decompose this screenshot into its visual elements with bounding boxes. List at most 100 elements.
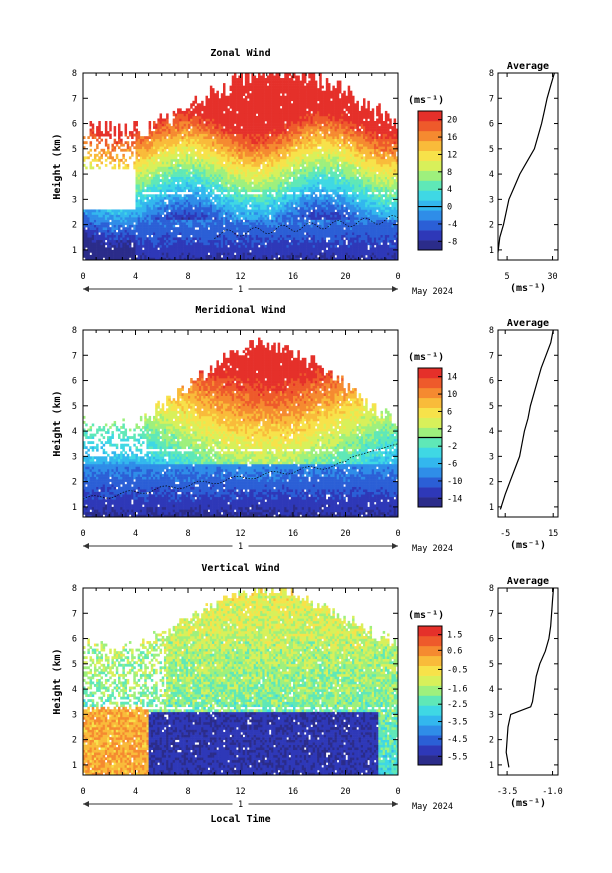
heatmap-cell — [163, 163, 167, 167]
heatmap-cell — [192, 232, 195, 236]
heatmap-cell — [266, 176, 270, 180]
heatmap-cell — [220, 110, 224, 114]
heatmap-cell — [242, 224, 246, 228]
heatmap-cell — [264, 222, 268, 225]
heatmap-cell — [238, 143, 241, 147]
heatmap-cell — [137, 169, 141, 172]
heatmap-cell — [91, 232, 95, 236]
heatmap-cell — [240, 257, 243, 261]
heatmap-cell — [233, 206, 237, 210]
heatmap-cell — [279, 158, 283, 162]
heatmap-cell — [212, 138, 215, 142]
heatmap-cell — [148, 126, 152, 129]
heatmap-cell — [137, 179, 141, 182]
heatmap-cell — [98, 123, 101, 127]
heatmap-cell — [126, 214, 130, 218]
heatmap-cell — [177, 148, 180, 152]
heatmap-cell — [89, 131, 93, 134]
heatmap-cell — [240, 108, 243, 112]
heatmap-cell — [275, 194, 278, 198]
heatmap-cell — [148, 199, 152, 203]
heatmap-cell — [207, 214, 211, 218]
heatmap-cell — [251, 103, 254, 107]
heatmap-cell — [128, 237, 132, 241]
heatmap-cell — [244, 227, 248, 230]
heatmap-cell — [194, 174, 198, 177]
heatmap-cell — [120, 217, 123, 220]
heatmap-cell — [183, 222, 187, 225]
heatmap-cell — [277, 242, 281, 246]
heatmap-cell — [163, 229, 167, 233]
heatmap-cell — [174, 136, 178, 140]
heatmap-cell — [83, 237, 86, 241]
heatmap-cell — [137, 184, 141, 188]
heatmap-cell — [251, 239, 254, 243]
heatmap-cell — [150, 153, 154, 157]
heatmap-cell — [214, 234, 217, 238]
heatmap-cell — [170, 217, 173, 220]
heatmap-cell — [144, 252, 147, 256]
heatmap-cell — [135, 244, 138, 248]
heatmap-cell — [174, 219, 178, 223]
heatmap-cell — [198, 249, 202, 253]
heatmap-cell — [205, 138, 208, 142]
heatmap-cell — [236, 209, 239, 213]
heatmap-cell — [142, 161, 145, 165]
heatmap-cell — [128, 148, 132, 152]
heatmap-cell — [142, 229, 145, 233]
heatmap-cell — [277, 115, 281, 119]
heatmap-cell — [284, 191, 287, 195]
heatmap-cell — [255, 184, 259, 188]
heatmap-cell — [181, 138, 184, 142]
heatmap-cell — [150, 166, 154, 170]
heatmap-cell — [183, 174, 187, 177]
heatmap-cell — [135, 143, 138, 147]
heatmap-cell — [194, 211, 198, 215]
heatmap-cell — [253, 209, 257, 213]
heatmap-cell — [205, 186, 208, 190]
heatmap-cell — [212, 234, 215, 238]
heatmap-cell — [271, 128, 274, 132]
heatmap-cell — [279, 242, 283, 246]
heatmap-cell — [109, 237, 112, 241]
heatmap-cell — [161, 128, 165, 132]
heatmap-cell — [220, 148, 224, 152]
heatmap-cell — [231, 75, 235, 79]
heatmap-cell — [113, 232, 117, 236]
heatmap-cell — [251, 83, 254, 86]
heatmap-cell — [148, 252, 152, 256]
heatmap-cell — [233, 100, 237, 104]
heatmap-cell — [205, 98, 208, 102]
heatmap-cell — [172, 176, 176, 180]
heatmap-cell — [249, 103, 252, 107]
heatmap-cell — [240, 133, 243, 137]
heatmap-cell — [268, 166, 272, 170]
heatmap-cell — [282, 146, 285, 150]
heatmap-cell — [163, 244, 167, 248]
heatmap-cell — [124, 209, 128, 213]
heatmap-cell — [161, 234, 165, 238]
heatmap-cell — [104, 143, 108, 147]
heatmap-cell — [137, 224, 141, 228]
heatmap-cell — [253, 163, 257, 167]
heatmap-cell — [284, 252, 287, 256]
heatmap-cell — [242, 209, 246, 213]
heatmap-cell — [198, 237, 202, 241]
heatmap-cell — [268, 158, 272, 162]
heatmap-cell — [225, 105, 228, 109]
heatmap-cell — [277, 156, 281, 160]
heatmap-cell — [203, 181, 206, 185]
heatmap-cell — [205, 113, 208, 117]
heatmap-cell — [115, 153, 119, 157]
heatmap-cell — [231, 158, 235, 162]
heatmap-cell — [98, 219, 101, 223]
heatmap-cell — [190, 113, 193, 117]
heatmap-cell — [83, 136, 86, 140]
heatmap-cell — [264, 93, 268, 97]
heatmap-cell — [144, 234, 147, 238]
heatmap-cell — [205, 156, 208, 160]
heatmap-cell — [128, 131, 132, 134]
heatmap-cell — [179, 199, 182, 203]
heatmap-cell — [113, 224, 117, 228]
heatmap-cell — [268, 141, 272, 145]
